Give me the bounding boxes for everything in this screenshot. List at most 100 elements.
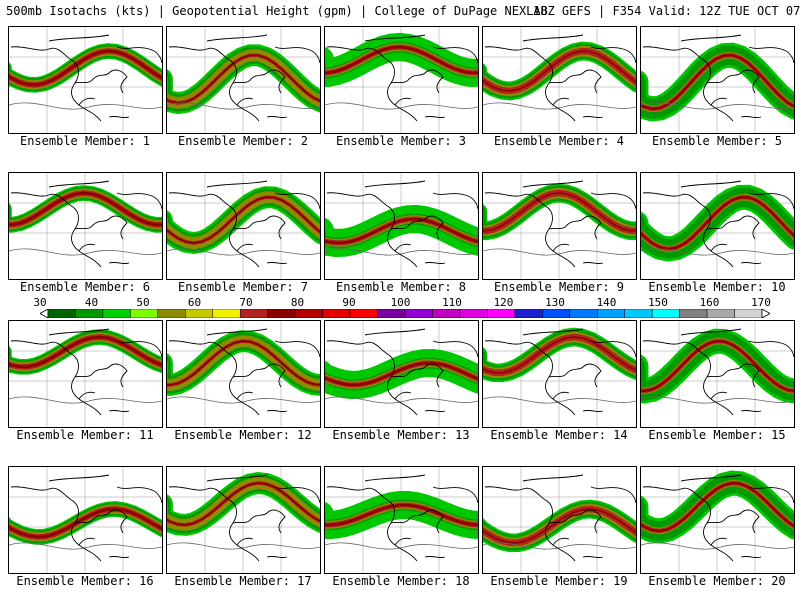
jet-band — [9, 49, 162, 87]
member-caption: Ensemble Member: 4 — [493, 134, 625, 148]
colorbar-cell — [596, 309, 625, 318]
ensemble-panel — [8, 26, 163, 134]
height-contour — [325, 102, 478, 110]
colorbar-tick-label: 140 — [596, 296, 617, 309]
coastline — [326, 34, 478, 122]
colorbar-cell — [212, 309, 241, 318]
colorbar-cell — [404, 309, 433, 318]
ensemble-panel — [482, 466, 637, 574]
colorbar-cell — [514, 309, 543, 318]
member-caption: Ensemble Member: 20 — [648, 574, 786, 588]
ensemble-panel — [640, 26, 795, 134]
height-contour — [9, 248, 162, 256]
ensemble-panel — [640, 466, 795, 574]
colorbar-cell — [624, 309, 653, 318]
graticule — [9, 467, 162, 573]
colorbar-tick-label: 100 — [390, 296, 411, 309]
ensemble-panel — [166, 466, 321, 574]
isotach-map — [641, 321, 794, 427]
colorbar-cell — [432, 309, 461, 318]
isotach-map — [9, 321, 162, 427]
height-contour — [641, 248, 794, 256]
isotach-map — [483, 27, 636, 133]
member-caption: Ensemble Member: 6 — [19, 280, 151, 294]
colorbar-tick-label: 110 — [442, 296, 462, 309]
coastline — [484, 328, 636, 416]
jet-band — [167, 482, 320, 526]
coastline — [484, 34, 636, 122]
member-caption: Ensemble Member: 13 — [332, 428, 470, 442]
isotach-map — [641, 173, 794, 279]
height-contour — [167, 248, 320, 256]
graticule — [9, 173, 162, 279]
member-caption: Ensemble Member: 8 — [335, 280, 467, 294]
colorbar-cell — [569, 309, 598, 318]
ensemble-panel — [324, 320, 479, 428]
coastline — [10, 328, 162, 416]
colorbar-cell — [75, 309, 104, 318]
height-contour — [325, 248, 478, 256]
jet-band — [325, 361, 478, 387]
member-caption: Ensemble Member: 19 — [490, 574, 628, 588]
height-contour — [483, 248, 636, 256]
isotach-map — [325, 27, 478, 133]
coastline — [10, 474, 162, 562]
jet-band — [641, 187, 794, 259]
isotach-map — [9, 173, 162, 279]
member-caption: Ensemble Member: 5 — [651, 134, 783, 148]
colorbar-cell — [487, 309, 516, 318]
member-caption: Ensemble Member: 1 — [19, 134, 151, 148]
colorbar-tick-label: 160 — [699, 296, 720, 309]
height-contour — [9, 396, 162, 404]
isotach-map — [9, 27, 162, 133]
coastline — [326, 474, 478, 562]
height-contour — [9, 542, 162, 550]
member-caption: Ensemble Member: 2 — [177, 134, 309, 148]
ensemble-panel — [8, 466, 163, 574]
colorbar-tick-label: 90 — [342, 296, 356, 309]
member-caption: Ensemble Member: 10 — [648, 280, 786, 294]
member-caption: Ensemble Member: 15 — [648, 428, 786, 442]
colorbar-cell — [322, 309, 351, 318]
coastline — [168, 34, 320, 122]
colorbar-tick-label: 70 — [239, 296, 253, 309]
height-contour — [483, 542, 636, 550]
height-contour — [483, 396, 636, 404]
isotach-map — [167, 467, 320, 573]
jet-band — [483, 192, 636, 232]
member-caption: Ensemble Member: 14 — [490, 428, 628, 442]
height-contour — [325, 542, 478, 550]
jet-band — [641, 340, 794, 393]
isotach-map — [167, 321, 320, 427]
ensemble-panel — [324, 26, 479, 134]
jet-band — [641, 482, 794, 533]
colorbar-cell — [542, 309, 571, 318]
ensemble-panel — [166, 26, 321, 134]
ensemble-panel — [166, 320, 321, 428]
coastline — [168, 180, 320, 268]
member-caption: Ensemble Member: 16 — [16, 574, 154, 588]
jet-band — [167, 196, 320, 244]
jet-band — [9, 335, 162, 369]
member-caption: Ensemble Member: 3 — [335, 134, 467, 148]
valid-time: 18Z GEFS | F354 Valid: 12Z TUE OCT 07 20… — [533, 4, 800, 18]
colorbar-cell — [102, 309, 131, 318]
colorbar-left-arrow — [40, 309, 49, 318]
ensemble-panel — [482, 320, 637, 428]
member-caption: Ensemble Member: 12 — [174, 428, 312, 442]
coastline — [642, 474, 794, 562]
ensemble-panel — [8, 320, 163, 428]
ensemble-panel — [8, 172, 163, 280]
coastline — [642, 328, 794, 416]
colorbar-cell — [47, 309, 76, 318]
ensemble-panel — [640, 320, 795, 428]
graticule — [483, 27, 636, 133]
isotach-map — [325, 173, 478, 279]
colorbar-tick-label: 80 — [290, 296, 305, 309]
graticule — [483, 173, 636, 279]
jet-band — [641, 54, 794, 110]
colorbar-tick-label: 50 — [136, 296, 150, 309]
jet-band — [325, 503, 478, 527]
jet-band — [641, 196, 794, 251]
isotach-map — [325, 321, 478, 427]
